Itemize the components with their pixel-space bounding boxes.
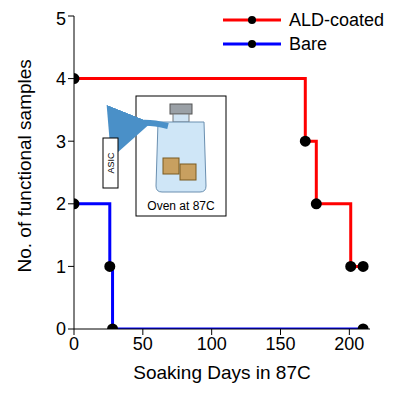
svg-text:2: 2 <box>56 194 66 214</box>
svg-text:1: 1 <box>56 257 66 277</box>
svg-text:100: 100 <box>197 334 227 354</box>
html-text:Bare: Bare <box>288 34 327 54</box>
svg-text:3: 3 <box>56 132 66 152</box>
svg-text:No. of functional samples: No. of functional samples <box>14 59 35 272</box>
svg-text:50: 50 <box>133 334 153 354</box>
svg-text:200: 200 <box>334 334 364 354</box>
svg-text:150: 150 <box>265 334 295 354</box>
svg-text:Soaking Days in 87C: Soaking Days in 87C <box>133 362 310 383</box>
svg-text:0: 0 <box>56 319 66 339</box>
svg-text:5: 5 <box>56 9 66 29</box>
svg-text:Oven at 87C: Oven at 87C <box>147 199 215 213</box>
svg-text:0: 0 <box>69 334 79 354</box>
svg-text:4: 4 <box>56 69 66 89</box>
html-text:ALD-coated: ALD-coated <box>288 10 384 30</box>
svg-text:ASIC: ASIC <box>106 152 116 174</box>
